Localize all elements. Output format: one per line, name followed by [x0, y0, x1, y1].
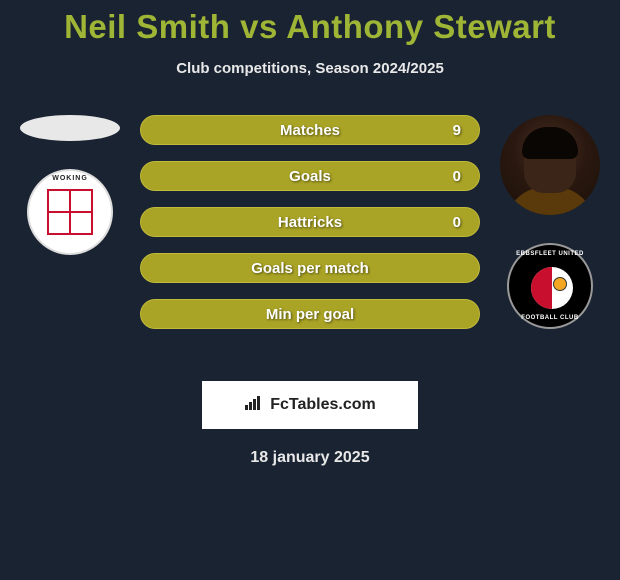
- club-badge-ebbsfleet: EBBSFLEET UNITED FOOTBALL CLUB: [507, 243, 593, 329]
- stat-label: Min per goal: [266, 306, 354, 323]
- chart-icon: [244, 395, 264, 416]
- stat-bars: Matches 9 Goals 0 Hattricks 0 Goals per …: [140, 115, 480, 345]
- comparison-area: WOKING Matches 9 Goals 0 Hattricks 0 Goa…: [0, 115, 620, 365]
- ebbsfleet-ring-top: EBBSFLEET UNITED: [509, 251, 591, 257]
- stat-value: 9: [453, 122, 461, 139]
- stat-bar-hattricks: Hattricks 0: [140, 207, 480, 237]
- player-left-column: WOKING: [10, 115, 130, 255]
- player-right-avatar: [500, 115, 600, 215]
- stat-bar-matches: Matches 9: [140, 115, 480, 145]
- stat-bar-min-per-goal: Min per goal: [140, 299, 480, 329]
- stat-value: 0: [453, 168, 461, 185]
- watermark-text: FcTables.com: [270, 396, 376, 414]
- stat-label: Matches: [280, 122, 340, 139]
- watermark: FcTables.com: [202, 381, 418, 429]
- stat-bar-goals-per-match: Goals per match: [140, 253, 480, 283]
- club-badge-woking: WOKING: [27, 169, 113, 255]
- subtitle: Club competitions, Season 2024/2025: [0, 60, 620, 77]
- stat-label: Hattricks: [278, 214, 342, 231]
- woking-shield-icon: [47, 189, 93, 235]
- date-text: 18 january 2025: [0, 449, 620, 467]
- stat-value: 0: [453, 214, 461, 231]
- page-title: Neil Smith vs Anthony Stewart: [0, 0, 620, 46]
- stat-bar-goals: Goals 0: [140, 161, 480, 191]
- ebbsfleet-inner-icon: [531, 267, 573, 309]
- player-left-avatar-placeholder: [20, 115, 120, 141]
- stat-label: Goals per match: [251, 260, 369, 277]
- ebbsfleet-ring-bottom: FOOTBALL CLUB: [509, 315, 591, 321]
- stat-label: Goals: [289, 168, 331, 185]
- woking-ring-text: WOKING: [29, 175, 111, 182]
- player-right-column: EBBSFLEET UNITED FOOTBALL CLUB: [490, 115, 610, 329]
